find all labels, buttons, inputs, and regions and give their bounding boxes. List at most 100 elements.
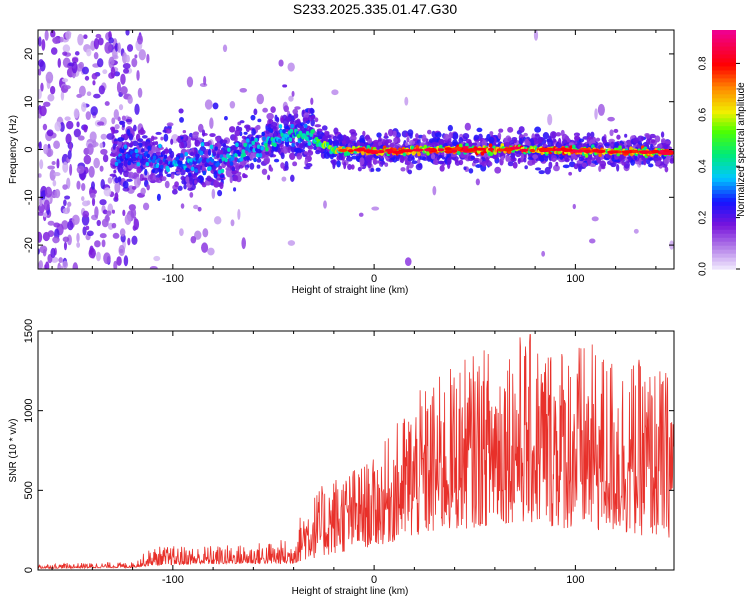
ridge-halo — [123, 166, 127, 171]
ridge-halo — [407, 169, 413, 175]
noise-blob — [193, 204, 199, 210]
ridge-halo — [233, 187, 237, 192]
ridge-halo — [524, 165, 528, 170]
ridge-halo — [111, 127, 115, 135]
noise-blob — [76, 232, 80, 243]
noise-blob — [116, 81, 121, 93]
ridge-halo — [313, 145, 317, 150]
noise-blob — [96, 219, 101, 227]
ridge-mark — [127, 160, 131, 166]
ridge-halo — [311, 115, 316, 119]
ridge-halo — [256, 164, 261, 169]
noise-blob — [131, 235, 138, 245]
ridge-halo — [333, 127, 339, 135]
noise-blob — [71, 214, 80, 226]
ridge-peak — [529, 148, 536, 153]
ridge-halo — [392, 130, 397, 137]
ridge-halo — [225, 167, 231, 171]
noise-blob — [153, 255, 161, 262]
ridge-mark — [209, 144, 214, 150]
ridge-halo — [212, 102, 219, 110]
ridge-peak — [660, 151, 670, 156]
colorbar-segment — [712, 129, 736, 135]
ridge-mark — [159, 164, 164, 170]
spectrogram-ytick-label: 20 — [23, 48, 35, 60]
ridge-halo — [207, 148, 212, 156]
ridge-halo — [163, 133, 169, 142]
ridge-mark — [136, 162, 141, 167]
colorbar-segment — [712, 109, 736, 115]
colorbar-segment — [712, 165, 736, 171]
ridge-halo — [520, 153, 525, 161]
noise-blob — [123, 68, 130, 74]
ridge-halo — [213, 180, 220, 188]
ridge-halo — [553, 164, 560, 172]
noise-blob — [137, 34, 144, 45]
ridge-halo — [180, 175, 186, 181]
noise-blob — [594, 108, 598, 120]
noise-blob — [85, 225, 90, 231]
spectrogram-xtick-label: 0 — [371, 273, 377, 285]
ridge-mark — [417, 151, 421, 157]
ridge-halo — [518, 126, 525, 133]
noise-blob — [111, 117, 116, 125]
ridge-mark — [132, 156, 137, 162]
ridge-halo — [114, 192, 119, 201]
ridge-mark — [202, 170, 207, 176]
noise-blob — [287, 62, 295, 72]
colorbar-tick-label: 0.4 — [698, 159, 709, 173]
ridge-halo — [534, 126, 542, 133]
noise-blob — [198, 123, 204, 133]
ridge-halo — [303, 151, 308, 155]
ridge-halo — [201, 165, 206, 172]
colorbar-segment — [712, 93, 736, 99]
ridge-mark — [305, 131, 310, 136]
noise-blob — [93, 52, 99, 60]
ridge-halo — [669, 157, 674, 164]
ridge-halo — [435, 131, 442, 138]
ridge-halo — [448, 138, 452, 142]
ridge-mark — [480, 151, 485, 156]
noise-blob — [91, 197, 96, 207]
ridge-halo — [245, 167, 249, 171]
ridge-halo — [125, 118, 132, 123]
ridge-halo — [237, 171, 242, 176]
colorbar-segment — [712, 153, 736, 159]
ridge-halo — [307, 144, 314, 150]
ridge-halo — [602, 136, 607, 144]
ridge-halo — [498, 128, 504, 133]
ridge-halo — [321, 135, 328, 143]
ridge-mark — [123, 144, 128, 149]
ridge-halo — [462, 133, 470, 140]
noise-blob — [60, 90, 65, 101]
ridge-halo — [532, 159, 536, 165]
ridge-halo — [132, 140, 139, 147]
ridge-halo — [343, 161, 347, 170]
colorbar-segment — [712, 97, 736, 103]
ridge-mark — [222, 142, 227, 148]
ridge-halo — [660, 138, 666, 144]
ridge-mark — [253, 157, 257, 163]
ridge-mark — [598, 152, 602, 158]
ridge-halo — [349, 135, 357, 142]
noise-blob — [113, 71, 121, 77]
ridge-mark — [234, 152, 238, 158]
noise-blob — [39, 199, 43, 207]
ridge-halo — [559, 156, 564, 160]
noise-blob — [124, 214, 132, 226]
ridge-mark — [152, 155, 157, 160]
ridge-halo — [220, 149, 224, 156]
noise-blob — [541, 250, 546, 257]
ridge-halo — [443, 133, 450, 141]
ridge-peak — [607, 150, 619, 154]
ridge-halo — [544, 166, 551, 175]
colorbar-segment — [712, 217, 736, 222]
noise-blob — [96, 121, 105, 126]
ridge-halo — [367, 139, 373, 144]
ridge-halo — [552, 138, 557, 143]
ridge-mark — [426, 151, 430, 156]
noise-blob — [127, 237, 131, 246]
ridge-peak — [401, 149, 414, 153]
ridge-mark — [269, 128, 274, 134]
noise-blob — [140, 187, 146, 195]
